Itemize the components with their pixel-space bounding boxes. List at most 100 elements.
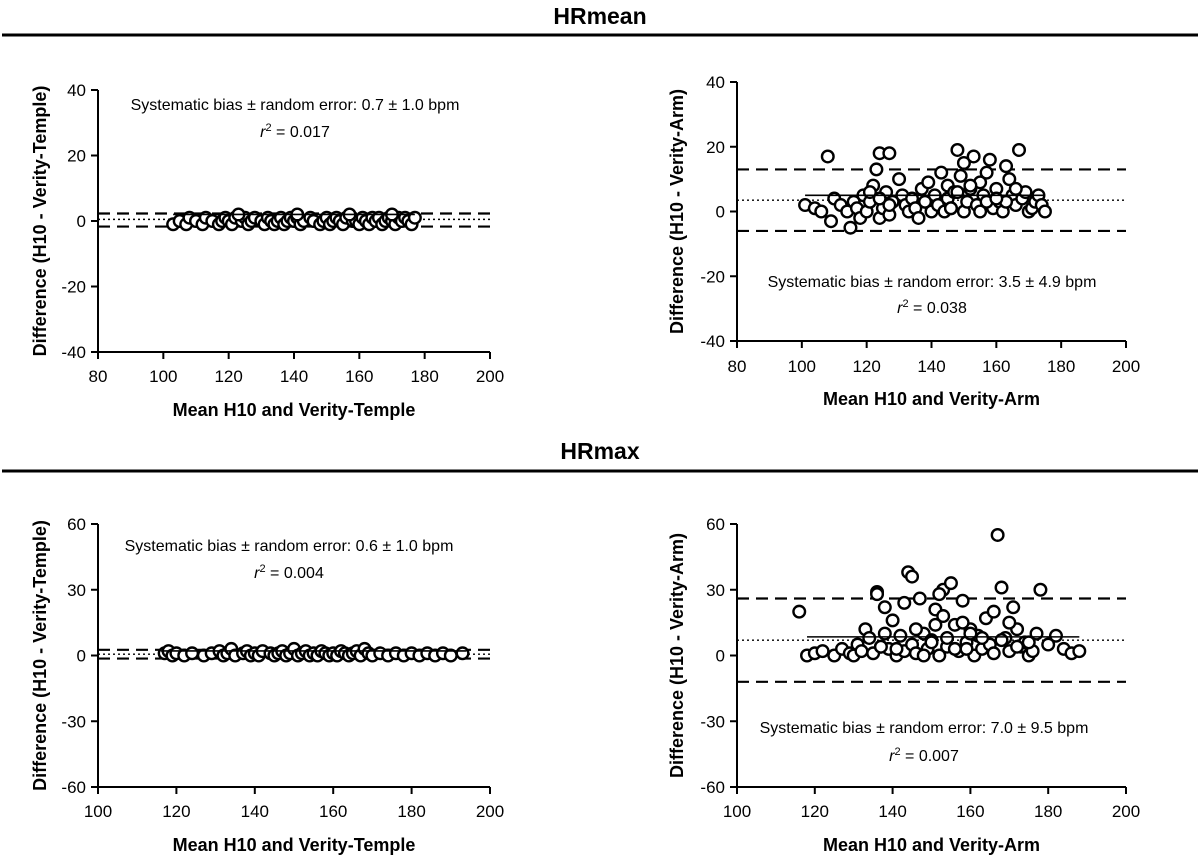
x-tick-label: 160 — [345, 367, 373, 386]
y-tick-label: -20 — [700, 267, 725, 286]
section-title-hrmean: HRmean — [553, 3, 646, 29]
r-symbol: r — [254, 565, 260, 582]
data-point — [1008, 181, 1023, 196]
x-tick-label: 120 — [852, 357, 880, 376]
panel-hrmean-arm: 80 100 120 140 160 180 200 -40 -20 0 20 40 Mean H10 … — [667, 73, 1140, 409]
data-point — [994, 580, 1009, 595]
x-tick-label: 200 — [1112, 357, 1140, 376]
y-tick-label: 0 — [716, 647, 725, 666]
x-tick-label: 140 — [878, 802, 906, 821]
x-tick-label: 200 — [1112, 802, 1140, 821]
data-point — [936, 609, 951, 624]
panel-hrmean-temple: 80 100 120 140 160 180 200 -40 -20 0 20 40 Mean H10 … — [30, 81, 504, 420]
data-point — [932, 587, 947, 602]
data-point — [905, 569, 920, 584]
data-point — [1072, 644, 1087, 659]
data-point — [973, 204, 988, 219]
x-tick-label: 100 — [84, 802, 112, 821]
r-superscript: 2 — [902, 298, 908, 310]
x-tick-label: 120 — [801, 802, 829, 821]
data-point — [956, 155, 971, 170]
r-squared-value: = 0.038 — [909, 300, 967, 317]
y-tick-label: 0 — [716, 203, 725, 222]
y-tick-label: 20 — [67, 147, 86, 166]
data-point — [814, 204, 829, 219]
bias-annotation: Systematic bias ± random error: 7.0 ± 9.… — [760, 720, 1089, 737]
data-point — [1041, 637, 1056, 652]
data-point — [843, 220, 858, 235]
y-tick-label: 30 — [706, 581, 725, 600]
data-point — [1002, 615, 1017, 630]
y-tick-label: 0 — [77, 212, 86, 231]
data-point — [1033, 582, 1048, 597]
data-point — [934, 165, 949, 180]
data-point — [897, 595, 912, 610]
r-squared-label: r2 = 0.007 — [889, 746, 959, 765]
data-point — [815, 644, 830, 659]
y-axis-title: Difference (H10 - Verity-Arm) — [667, 89, 687, 334]
x-tick-label: 140 — [917, 357, 945, 376]
data-point — [869, 162, 884, 177]
r-symbol: r — [260, 124, 266, 141]
x-tick-label: 100 — [723, 802, 751, 821]
data-point — [870, 587, 885, 602]
data-point — [455, 646, 470, 661]
y-tick-label: 40 — [706, 73, 725, 92]
data-point — [943, 201, 958, 216]
data-point — [982, 152, 997, 167]
data-point — [921, 175, 936, 190]
y-tick-label: -60 — [700, 778, 725, 797]
bias-annotation: Systematic bias ± random error: 0.6 ± 1.… — [125, 538, 454, 555]
r-superscript: 2 — [259, 563, 265, 575]
data-point — [916, 648, 931, 663]
data-point — [185, 646, 200, 661]
data-point — [959, 641, 974, 656]
r-squared-value: = 0.004 — [266, 565, 324, 582]
data-point — [950, 185, 965, 200]
x-tick-label: 140 — [241, 802, 269, 821]
data-point — [877, 600, 892, 615]
data-point — [955, 593, 970, 608]
y-tick-label: -40 — [700, 332, 725, 351]
y-tick-label: 20 — [706, 138, 725, 157]
x-tick-label: 160 — [319, 802, 347, 821]
data-point — [918, 194, 933, 209]
x-axis-title: Mean H10 and Verity-Temple — [173, 400, 416, 420]
data-point — [990, 527, 1005, 542]
x-tick-label: 200 — [476, 367, 504, 386]
r-squared-label: r2 = 0.017 — [260, 122, 330, 141]
data-point — [950, 142, 965, 157]
data-point — [1048, 628, 1063, 643]
x-axis-title: Mean H10 and Verity-Arm — [823, 389, 1040, 409]
r-superscript: 2 — [894, 746, 900, 758]
data-point — [999, 159, 1014, 174]
data-point — [947, 641, 962, 656]
data-point — [975, 630, 990, 645]
panel-hrmax-arm: 100 120 140 160 180 200 -60 -30 0 30 60 Mean H10 an… — [667, 515, 1140, 855]
y-axis-title: Difference (H10 - Verity-Temple) — [30, 86, 50, 357]
data-point — [986, 646, 1001, 661]
data-point — [792, 604, 807, 619]
data-point — [882, 146, 897, 161]
data-point — [963, 178, 978, 193]
data-point — [940, 630, 955, 645]
data-point — [943, 576, 958, 591]
data-point — [1002, 172, 1017, 187]
data-point — [932, 648, 947, 663]
y-tick-label: -30 — [61, 712, 86, 731]
data-point — [862, 185, 877, 200]
data-point — [966, 149, 981, 164]
x-tick-label: 120 — [162, 802, 190, 821]
x-tick-label: 180 — [1034, 802, 1062, 821]
x-tick-label: 80 — [728, 357, 747, 376]
r-squared-value: = 0.017 — [272, 124, 330, 141]
data-point — [1021, 635, 1036, 650]
data-point — [986, 604, 1001, 619]
r-squared-label: r2 = 0.004 — [254, 563, 324, 582]
x-tick-label: 180 — [410, 367, 438, 386]
data-point — [1037, 204, 1052, 219]
data-point — [824, 214, 839, 229]
y-tick-label: -30 — [700, 712, 725, 731]
x-axis-title: Mean H10 and Verity-Arm — [823, 835, 1040, 855]
